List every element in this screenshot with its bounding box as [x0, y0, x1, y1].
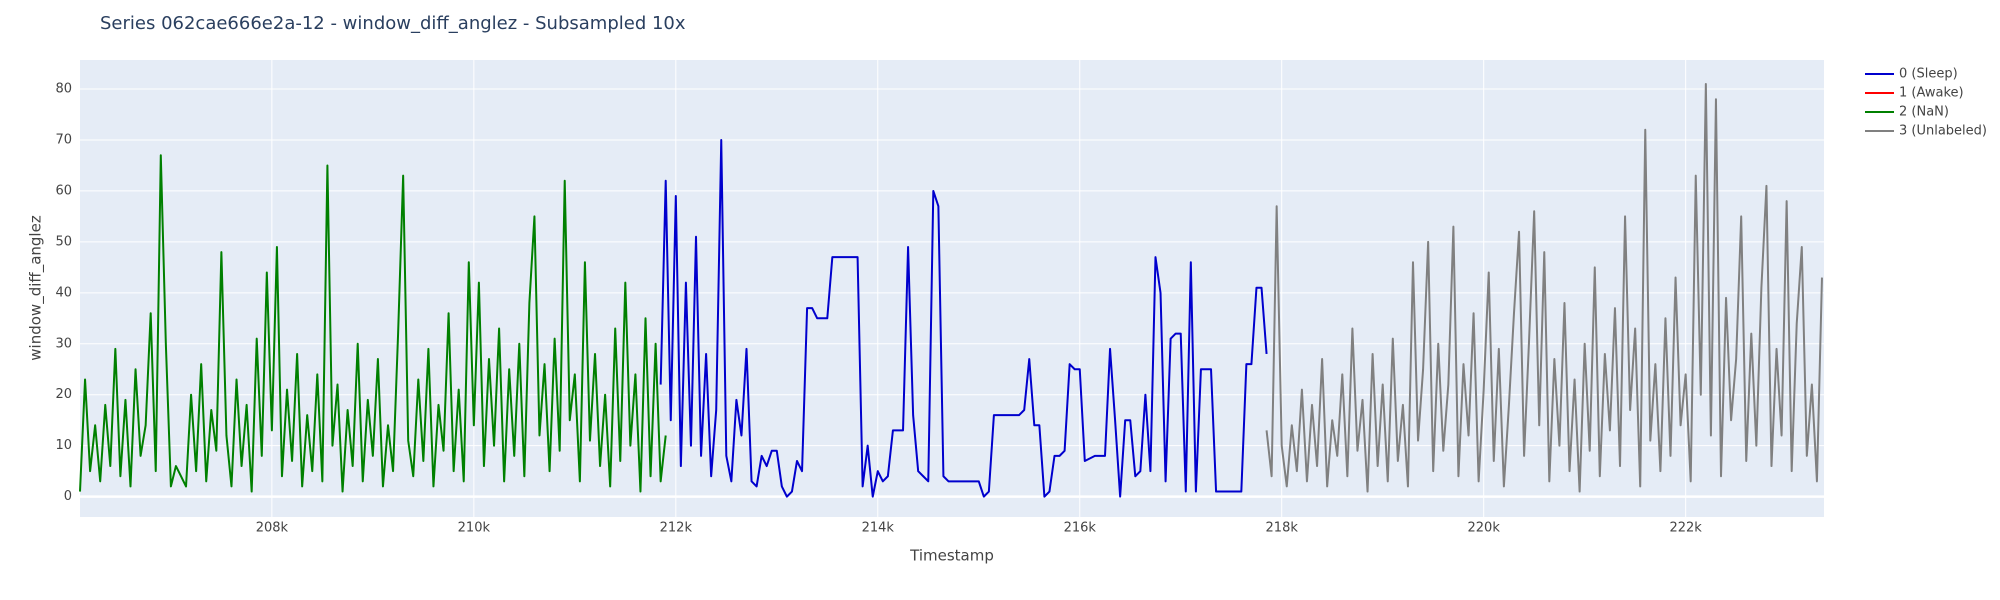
x-tick-label: 222k [1669, 521, 1702, 536]
x-axis-title: Timestamp [909, 547, 994, 565]
y-tick-label: 30 [55, 336, 72, 351]
y-tick-label: 40 [55, 285, 72, 300]
chart-title: Series 062cae666e2a-12 - window_diff_ang… [100, 13, 686, 34]
y-tick-label: 80 [55, 82, 72, 97]
legend-label: 1 (Awake) [1899, 86, 1964, 101]
legend: 0 (Sleep) 1 (Awake) 2 (NaN) 3 (Unlabeled) [1865, 67, 1987, 139]
series-line [79, 154, 667, 493]
x-tick-label: 210k [458, 521, 491, 536]
y-tick-label: 50 [55, 234, 72, 249]
legend-label: 2 (NaN) [1899, 105, 1949, 120]
x-tick-label: 214k [862, 521, 895, 536]
y-tick-label: 10 [55, 438, 72, 453]
legend-label: 0 (Sleep) [1899, 67, 1958, 82]
x-tick-label: 212k [660, 521, 693, 536]
y-tick-label: 70 [55, 132, 72, 147]
y-axis-title: window_diff_anglez [27, 215, 46, 361]
x-tick-label: 208k [256, 521, 289, 536]
y-tick-label: 0 [64, 489, 72, 504]
series-line [659, 138, 1268, 498]
x-tick-label: 218k [1266, 521, 1299, 536]
lines [79, 82, 1823, 498]
legend-label: 3 (Unlabeled) [1899, 124, 1987, 139]
x-tick-label: 220k [1468, 521, 1501, 536]
y-tick-label: 60 [55, 183, 72, 198]
plot-background [80, 60, 1824, 517]
series-line [1265, 82, 1823, 493]
grid [80, 60, 1824, 517]
x-tick-label: 216k [1064, 521, 1097, 536]
y-tick-label: 20 [55, 387, 72, 402]
